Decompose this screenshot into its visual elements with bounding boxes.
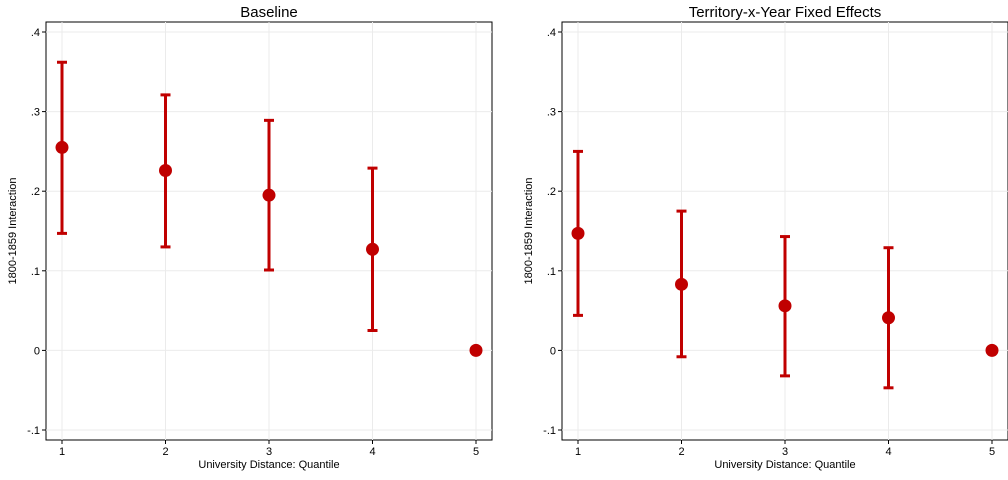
chart-territory-year-fe: -.1 0 .1 .2 .3 .4 1 2 3 4 5 Territory-x-Year Fixed … bbox=[523, 4, 1008, 471]
data-point bbox=[778, 299, 792, 313]
data-point bbox=[262, 188, 276, 202]
y-tick-label: .1 bbox=[31, 266, 40, 278]
y-tick-label: .3 bbox=[31, 107, 40, 119]
y-tick-label: -.1 bbox=[543, 425, 556, 437]
chart-title: Baseline bbox=[240, 4, 298, 21]
y-tick-label: -.1 bbox=[27, 425, 40, 437]
x-tick-label: 3 bbox=[266, 446, 272, 458]
x-tick-label: 2 bbox=[678, 446, 684, 458]
y-tick-label: .4 bbox=[547, 27, 556, 39]
y-tick-label: .2 bbox=[547, 186, 556, 198]
data-point bbox=[55, 140, 69, 154]
x-tick-label: 2 bbox=[162, 446, 168, 458]
x-tick-label: 1 bbox=[59, 446, 65, 458]
x-tick-label: 3 bbox=[782, 446, 788, 458]
x-tick-label: 5 bbox=[473, 446, 479, 458]
y-tick-label: 0 bbox=[34, 345, 40, 357]
chart-title: Territory-x-Year Fixed Effects bbox=[689, 4, 882, 21]
y-tick-label: .2 bbox=[31, 186, 40, 198]
x-tick-label: 1 bbox=[575, 446, 581, 458]
chart-panel-territory-year-fe: -.1 0 .1 .2 .3 .4 1 2 3 4 5 Territory-x-Year Fixed … bbox=[516, 0, 1008, 480]
data-point bbox=[571, 226, 585, 240]
x-tick-label: 5 bbox=[989, 446, 995, 458]
y-tick-label: 0 bbox=[550, 345, 556, 357]
chart-baseline: -.1 0 .1 .2 .3 .4 1 2 3 4 5 Baseline University Dist… bbox=[7, 4, 493, 471]
chart-panel-baseline: -.1 0 .1 .2 .3 .4 1 2 3 4 5 Baseline University Dist… bbox=[7, 4, 493, 471]
x-tick-label: 4 bbox=[369, 446, 375, 458]
x-tick-label: 4 bbox=[885, 446, 891, 458]
data-point bbox=[985, 343, 999, 357]
data-point bbox=[675, 277, 688, 291]
y-tick-label: .4 bbox=[31, 27, 40, 39]
x-axis-label: University Distance: Quantile bbox=[198, 459, 339, 471]
data-point bbox=[469, 343, 483, 357]
y-axis-label: 1800-1859 Interaction bbox=[523, 177, 535, 284]
y-tick-label: .1 bbox=[547, 266, 556, 278]
data-point bbox=[366, 242, 379, 256]
y-axis-label: 1800-1859 Interaction bbox=[7, 177, 19, 284]
data-point bbox=[159, 164, 172, 178]
y-tick-label: .3 bbox=[547, 107, 556, 119]
x-axis-label: University Distance: Quantile bbox=[714, 459, 855, 471]
data-point bbox=[882, 311, 895, 325]
